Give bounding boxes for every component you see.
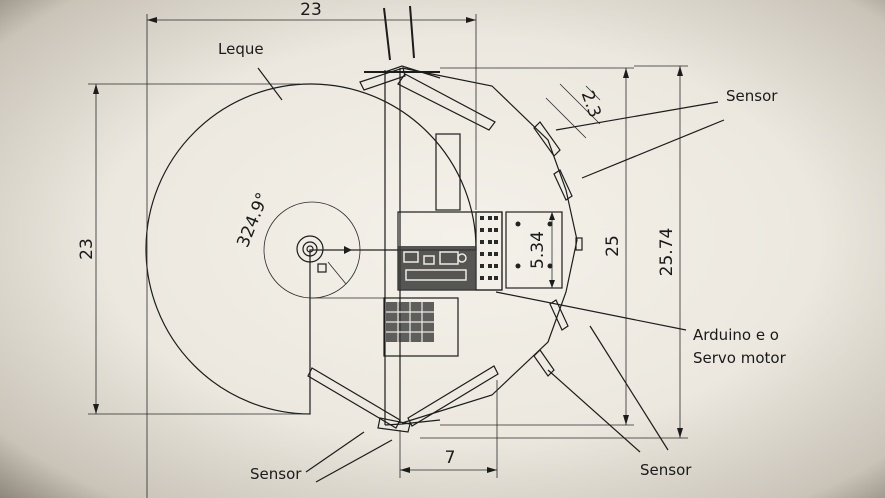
dim-sensor-gap: 2.3	[577, 88, 605, 120]
fan-hub	[296, 235, 324, 263]
dim-height-left: 23	[77, 238, 97, 260]
label-sensor-bottom-left: Sensor	[250, 465, 302, 483]
arduino-board	[383, 133, 563, 357]
dimension-lines	[88, 14, 688, 498]
sensor-modules	[377, 121, 573, 433]
label-arduino-line2: Servo motor	[693, 349, 787, 367]
label-leque: Leque	[218, 40, 264, 58]
dim-bottom-width: 7	[445, 448, 456, 468]
label-sensor-top: Sensor	[726, 87, 778, 105]
dim-board-height: 5.34	[528, 231, 548, 269]
dim-height-outer: 25.74	[657, 228, 677, 277]
dim-angle: 324.9°	[233, 190, 273, 251]
dim-width-top: 23	[300, 0, 322, 20]
leader-lines	[257, 67, 725, 483]
label-arduino-line1: Arduino e o	[693, 326, 779, 344]
label-sensor-bottom-right: Sensor	[640, 461, 692, 479]
struts	[307, 5, 499, 429]
robot-body	[310, 65, 583, 426]
dim-height-inner: 25	[603, 235, 623, 257]
